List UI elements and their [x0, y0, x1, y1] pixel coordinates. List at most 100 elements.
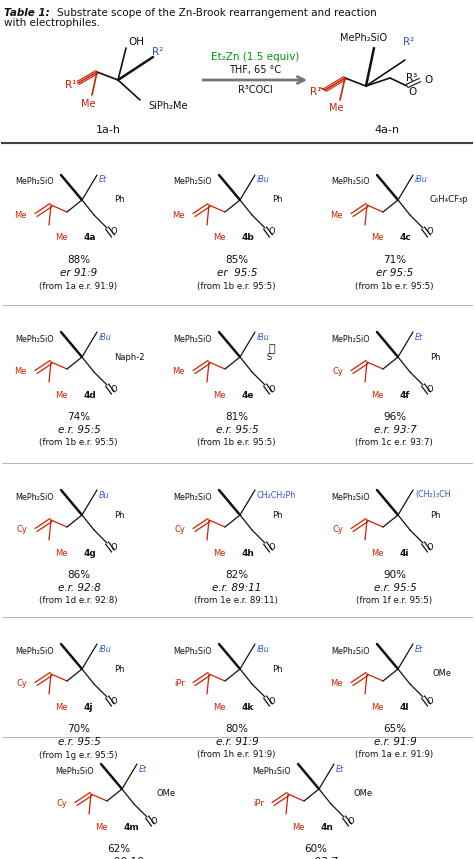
Text: Cy: Cy — [332, 368, 343, 376]
Text: Me: Me — [213, 234, 225, 242]
Text: er  95:5: er 95:5 — [217, 268, 257, 278]
Text: S: S — [267, 352, 272, 362]
Text: 65%: 65% — [383, 724, 407, 734]
Text: Me: Me — [371, 549, 383, 557]
Text: Me: Me — [371, 391, 383, 399]
Text: OMe: OMe — [354, 789, 373, 799]
Text: Cy: Cy — [332, 526, 343, 534]
Text: O: O — [269, 228, 275, 236]
Text: MePh₂SiO: MePh₂SiO — [331, 647, 370, 655]
Text: Table 1:: Table 1: — [4, 8, 50, 18]
Text: Me: Me — [55, 234, 67, 242]
Text: Me: Me — [55, 391, 67, 399]
Text: e.r. 89:11: e.r. 89:11 — [212, 583, 262, 593]
Text: (from 1b e.r. 95:5): (from 1b e.r. 95:5) — [355, 282, 433, 290]
Text: Cy: Cy — [16, 679, 27, 689]
Text: iBu: iBu — [257, 332, 270, 342]
Text: iBu: iBu — [99, 644, 112, 654]
Text: e.r. 95:5: e.r. 95:5 — [58, 737, 100, 747]
Text: O: O — [151, 817, 158, 825]
Text: R³: R³ — [406, 73, 417, 83]
Text: 4a: 4a — [84, 234, 97, 242]
Text: iBu: iBu — [257, 175, 270, 185]
Text: O: O — [427, 697, 434, 705]
Text: O: O — [111, 697, 118, 705]
Text: (from 1b e.r. 95:5): (from 1b e.r. 95:5) — [197, 282, 275, 290]
Text: MePh₂SiO: MePh₂SiO — [173, 492, 212, 502]
Text: with electrophiles.: with electrophiles. — [4, 18, 100, 28]
Text: Et: Et — [139, 765, 147, 773]
Text: 4b: 4b — [242, 234, 255, 242]
Text: O: O — [111, 385, 118, 393]
Text: Me: Me — [213, 703, 225, 711]
Text: O: O — [427, 543, 434, 551]
Text: R³COCl: R³COCl — [237, 85, 273, 95]
Text: MePh₂SiO: MePh₂SiO — [340, 33, 387, 43]
Text: e.r. 93:7: e.r. 93:7 — [374, 425, 416, 435]
Text: 81%: 81% — [226, 412, 248, 422]
Text: O: O — [111, 228, 118, 236]
Text: iBu: iBu — [257, 644, 270, 654]
Text: O: O — [269, 697, 275, 705]
Text: Me: Me — [213, 549, 225, 557]
Text: Me: Me — [371, 703, 383, 711]
Text: R²: R² — [152, 47, 163, 57]
Text: Ph: Ph — [430, 352, 440, 362]
Text: MePh₂SiO: MePh₂SiO — [15, 178, 54, 186]
Text: CH₂CH₂Ph: CH₂CH₂Ph — [257, 490, 296, 499]
Text: 4g: 4g — [84, 549, 97, 557]
Text: 82%: 82% — [226, 570, 248, 580]
Text: Me: Me — [329, 103, 343, 113]
Text: OH: OH — [128, 37, 144, 47]
Text: 70%: 70% — [67, 724, 91, 734]
Text: 71%: 71% — [383, 255, 407, 265]
Text: SiPh₂Me: SiPh₂Me — [148, 101, 188, 111]
Text: er 95:5: er 95:5 — [376, 268, 414, 278]
Text: MePh₂SiO: MePh₂SiO — [15, 334, 54, 344]
Text: MePh₂SiO: MePh₂SiO — [173, 334, 212, 344]
Text: MePh₂SiO: MePh₂SiO — [331, 334, 370, 344]
Text: Ph: Ph — [430, 510, 440, 520]
Text: Ph: Ph — [272, 510, 283, 520]
Text: (from 1e e.r. 89:11): (from 1e e.r. 89:11) — [194, 596, 278, 606]
Text: iBu: iBu — [99, 332, 112, 342]
Text: Me: Me — [15, 210, 27, 220]
Text: (from 1h e.r. 91:9): (from 1h e.r. 91:9) — [197, 751, 275, 759]
Text: O: O — [427, 385, 434, 393]
Text: Me: Me — [330, 210, 343, 220]
Text: O: O — [269, 543, 275, 551]
Text: 88%: 88% — [67, 255, 91, 265]
Text: 4i: 4i — [400, 549, 410, 557]
Text: Et: Et — [415, 332, 423, 342]
Text: R¹: R¹ — [65, 80, 76, 90]
Text: iBu: iBu — [415, 175, 428, 185]
Text: 4j: 4j — [84, 703, 93, 711]
Text: 85%: 85% — [226, 255, 248, 265]
Text: 60%: 60% — [304, 844, 328, 854]
Text: 4l: 4l — [400, 703, 410, 711]
Text: MePh₂SiO: MePh₂SiO — [55, 766, 94, 776]
Text: R¹: R¹ — [310, 87, 321, 97]
Text: OMe: OMe — [157, 789, 176, 799]
Text: e.r. 91:9: e.r. 91:9 — [374, 737, 416, 747]
Text: O: O — [424, 75, 432, 85]
Text: Me: Me — [330, 679, 343, 689]
Text: 80%: 80% — [226, 724, 248, 734]
Text: (from 1b e.r. 95:5): (from 1b e.r. 95:5) — [197, 438, 275, 448]
Text: 62%: 62% — [108, 844, 130, 854]
Text: Ph: Ph — [272, 196, 283, 204]
Text: Me: Me — [371, 234, 383, 242]
Text: Bu: Bu — [99, 490, 109, 499]
Text: Et: Et — [99, 175, 107, 185]
Text: O: O — [427, 228, 434, 236]
Text: ⌒: ⌒ — [269, 344, 275, 354]
Text: 90%: 90% — [383, 570, 407, 580]
Text: (from 1b e.r. 95:5): (from 1b e.r. 95:5) — [39, 438, 117, 448]
Text: MePh₂SiO: MePh₂SiO — [173, 647, 212, 655]
Text: e.r. 95:5: e.r. 95:5 — [58, 425, 100, 435]
Text: Me: Me — [173, 368, 185, 376]
Text: 4a-n: 4a-n — [374, 125, 400, 135]
Text: Ph: Ph — [114, 510, 125, 520]
Text: 96%: 96% — [383, 412, 407, 422]
Text: (from 1g e.r. 95:5): (from 1g e.r. 95:5) — [39, 751, 117, 759]
